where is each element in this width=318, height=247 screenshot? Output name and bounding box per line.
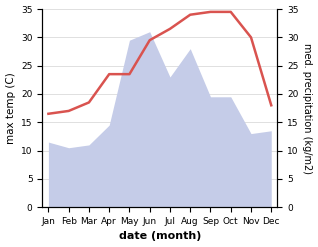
X-axis label: date (month): date (month) xyxy=(119,231,201,242)
Y-axis label: max temp (C): max temp (C) xyxy=(5,72,16,144)
Y-axis label: med. precipitation (kg/m2): med. precipitation (kg/m2) xyxy=(302,43,313,174)
